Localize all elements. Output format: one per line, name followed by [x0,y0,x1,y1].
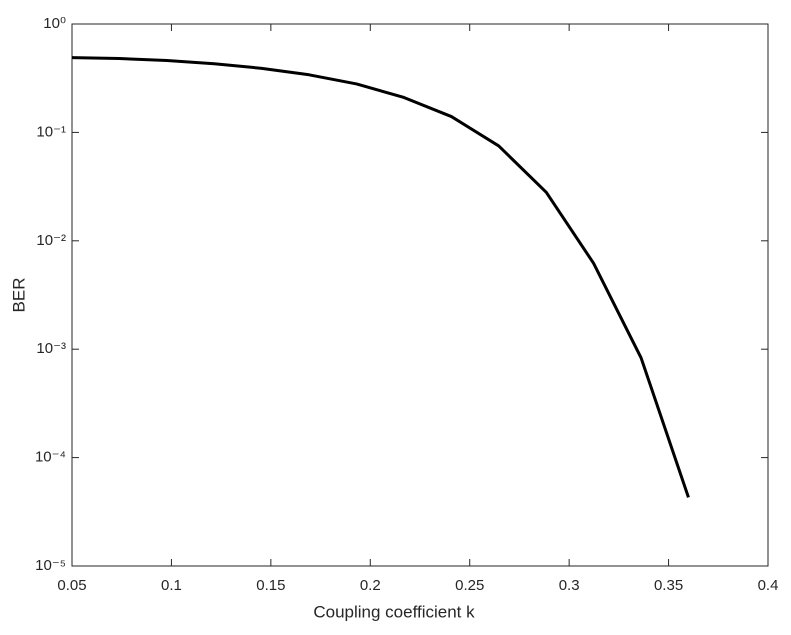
plot-frame [71,23,769,567]
x-tick-label: 0.25 [455,577,484,594]
x-tick-label: 0.05 [57,577,86,594]
x-tick-label: 0.4 [758,577,779,594]
x-axis-label: Coupling coefficient k [313,602,475,621]
y-axis-label: BER [9,278,28,313]
data-line [71,56,690,498]
x-tick-label: 0.3 [559,577,580,594]
y-tick-label: 10⁻³ [36,340,66,357]
y-tick-label: 10⁻¹ [36,123,66,140]
y-tick-label: 10⁻⁴ [35,449,66,466]
x-tick-label: 0.2 [360,577,381,594]
y-tick-label: 10⁰ [43,15,66,32]
y-tick-label: 10⁻² [36,232,66,249]
x-tick-label: 0.1 [161,577,182,594]
x-tick-label: 0.35 [654,577,683,594]
y-tick-label: 10⁻⁵ [35,557,66,574]
x-tick-label: 0.15 [256,577,285,594]
